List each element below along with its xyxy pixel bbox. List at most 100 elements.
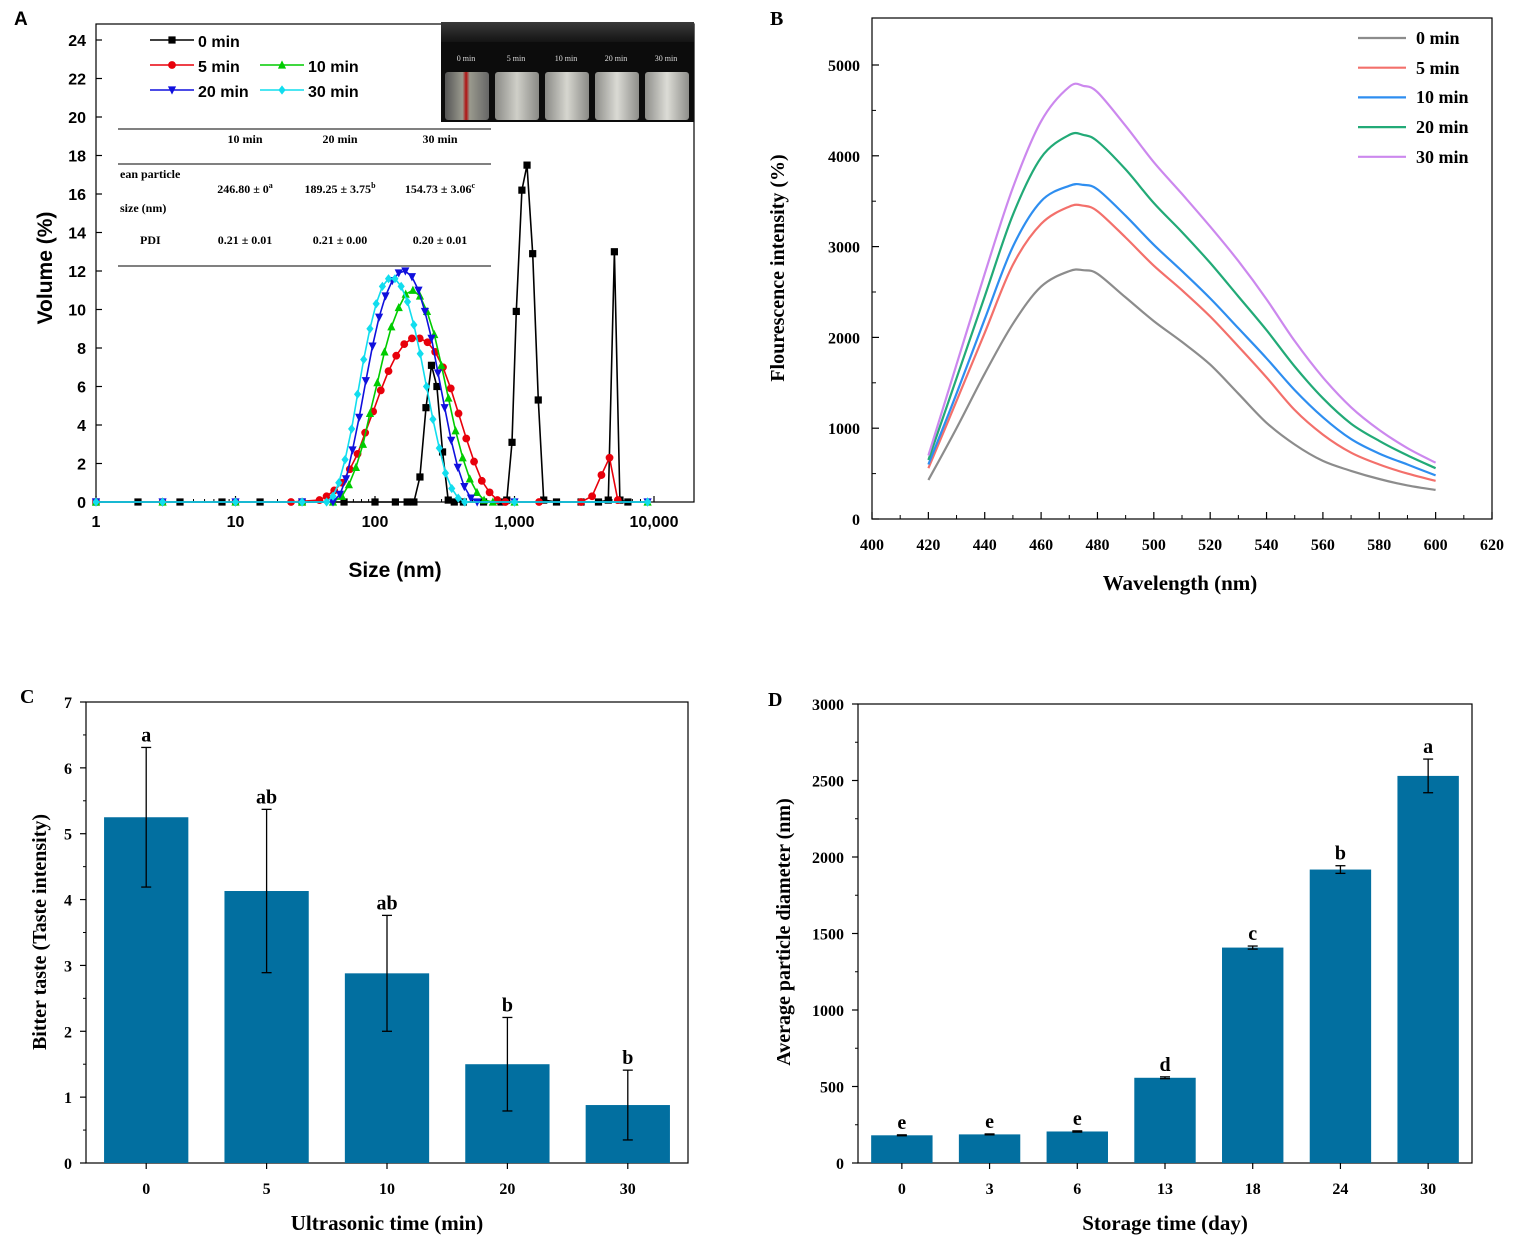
c-xtick-label-0: 0	[142, 1181, 150, 1198]
a-point-10min-24	[472, 487, 482, 496]
a-point-0min-13	[427, 361, 436, 369]
a-line-30min	[96, 277, 648, 503]
c-ytick-label-7: 7	[64, 695, 72, 712]
a-point-20min-23	[453, 463, 462, 472]
a-point-10min-14	[401, 289, 410, 298]
a-point-30min-13	[378, 281, 387, 291]
a-point-20min-7	[348, 446, 357, 455]
b-xtick-label-620: 620	[1480, 537, 1504, 554]
a-point-0min-22	[508, 438, 516, 446]
d-bar-13	[1134, 1077, 1196, 1163]
a-point-30min-2	[231, 497, 240, 507]
panel-d-plot: 0 500 1000 1500 2000 2500 3000 e 0 e 3 e 6 d 13 c 18 b 24 a…	[812, 697, 1473, 1198]
a-point-0min-9	[403, 498, 411, 506]
a-point-5min-22	[454, 409, 463, 418]
a-point-5min-12	[376, 386, 385, 395]
a-point-20min-8	[355, 413, 364, 422]
d-sig-label-13: d	[1159, 1054, 1170, 1076]
table-row2-cell-20min: 0.21 ± 0.00	[313, 233, 368, 247]
a-point-30min-10	[360, 354, 368, 365]
panel-c: C 0 1 2 3 4 5 6 7 a 0 ab 5 ab 10 b 20 b 30 Ultrasonic tim…	[20, 686, 689, 1235]
d-xtick-label-3: 3	[986, 1181, 994, 1198]
d-xtick-label-30: 30	[1420, 1181, 1436, 1198]
panel-c-plot: 0 1 2 3 4 5 6 7 a 0 ab 5 ab 10 b 20 b 30	[64, 695, 689, 1198]
panel-b-label: B	[770, 8, 783, 30]
a-point-20min-10	[368, 342, 377, 351]
c-ytick-label-5: 5	[64, 827, 72, 844]
a-line-0min	[96, 164, 629, 503]
a-point-0min-25	[523, 161, 531, 169]
a-point-20min-18	[420, 307, 430, 317]
d-ytick-label-3000: 3000	[812, 697, 844, 714]
a-point-20min-21	[440, 404, 449, 413]
legend-a-10min-label: 10 min	[308, 59, 359, 76]
a-point-5min-34	[613, 496, 622, 504]
a-point-20min-6	[341, 475, 351, 484]
a-point-30min-8	[348, 424, 356, 434]
a-ytick-label-16: 16	[68, 187, 86, 204]
a-xtick-label-1: 1	[92, 514, 101, 531]
a-point-30min-26	[461, 497, 469, 507]
vial-20min	[595, 72, 639, 120]
a-point-10min-6	[344, 480, 354, 489]
a-point-0min-11	[416, 473, 424, 481]
table-row1-cell-30min: 154.73 ± 3.06c	[405, 181, 476, 196]
a-xtick-label-10: 10	[227, 514, 245, 531]
panel-a-vial-photo: 0 min 5 min 10 min 20 min 30 min	[441, 22, 694, 122]
d-ytick-label-2500: 2500	[812, 774, 844, 791]
table-row1-cell-20min: 189.25 ± 3.75b	[304, 181, 376, 196]
a-line-20min	[96, 270, 648, 503]
a-point-20min-4	[328, 498, 338, 507]
a-point-0min-28	[540, 496, 548, 504]
b-xtick-label-400: 400	[860, 537, 884, 554]
a-point-20min-25	[466, 494, 476, 503]
a-point-5min-4	[315, 496, 324, 504]
a-series-30min	[92, 274, 652, 507]
d-sig-label-3: e	[985, 1111, 994, 1133]
a-legend-marker-30min	[278, 85, 286, 95]
a-ytick-label-6: 6	[77, 380, 86, 397]
a-xtick-label-100: 100	[362, 514, 389, 531]
b-ytick-label-1000: 1000	[828, 421, 860, 438]
panel-c-xlabel: Ultrasonic time (min)	[291, 1211, 483, 1235]
d-bar-6	[1046, 1131, 1108, 1163]
a-point-20min-19	[427, 334, 436, 343]
table-row1-cell-10min: 246.80 ± 0a	[217, 181, 273, 196]
panel-a-inset-table: 10 min 20 min 30 min ean particle size (…	[118, 128, 491, 267]
a-point-30min-17	[403, 297, 412, 307]
d-ytick-label-0: 0	[836, 1156, 844, 1173]
a-point-30min-0	[92, 497, 100, 507]
a-point-10min-9	[365, 408, 375, 418]
table-row2-cell-10min: 0.21 ± 0.01	[218, 233, 273, 247]
b-xtick-label-540: 540	[1255, 537, 1279, 554]
c-xtick-label-30: 30	[620, 1181, 636, 1198]
d-bar-30	[1397, 775, 1459, 1163]
a-point-10min-12	[387, 322, 396, 331]
c-sig-label-5: ab	[256, 786, 277, 808]
a-point-30min-15	[391, 274, 399, 284]
a-ytick-label-12: 12	[68, 264, 86, 281]
b-xtick-label-440: 440	[973, 537, 997, 554]
a-point-0min-8	[391, 498, 399, 506]
legend-a-0min-label: 0 min	[198, 34, 240, 51]
a-point-5min-14	[392, 351, 401, 360]
c-ytick-label-3: 3	[64, 958, 72, 975]
c-ytick-label-0: 0	[64, 1156, 72, 1173]
d-sig-label-0: e	[897, 1112, 906, 1134]
a-point-0min-16	[444, 496, 452, 504]
c-xtick-label-5: 5	[263, 1181, 271, 1198]
vial-label-5min: 5 min	[506, 54, 526, 63]
a-ytick-label-8: 8	[77, 341, 86, 358]
b-xtick-label-420: 420	[916, 537, 940, 554]
b-line-10min	[927, 182, 1436, 477]
a-point-5min-13	[384, 367, 393, 375]
d-xtick-label-0: 0	[898, 1181, 906, 1198]
a-point-0min-10	[410, 498, 418, 506]
legend-a-5min-label: 5 min	[198, 59, 240, 76]
a-ytick-label-0: 0	[77, 495, 86, 512]
a-point-5min-32	[597, 471, 606, 479]
a-point-30min-9	[353, 389, 362, 399]
